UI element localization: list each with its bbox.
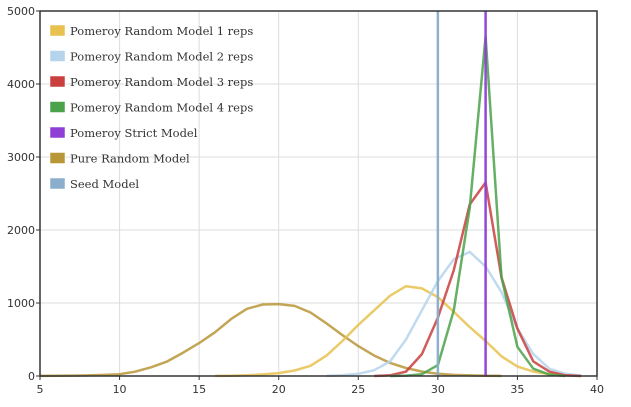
plot-border <box>39 10 598 377</box>
legend-swatch <box>49 177 66 190</box>
legend-label: Pomeroy Random Model 4 reps <box>70 101 253 115</box>
legend-label: Pomeroy Random Model 2 reps <box>70 50 253 64</box>
x-tick-label: 30 <box>431 383 445 396</box>
legend-swatch <box>49 101 66 113</box>
series-group <box>39 11 582 378</box>
legend-item: Pomeroy Random Model 4 reps <box>49 101 253 115</box>
legend-swatch <box>49 50 66 62</box>
y-tick-label: 5000 <box>7 5 35 18</box>
x-tick-label: 20 <box>272 383 286 396</box>
axis-ticks: 5 10 15 20 25 30 35 40 0 1000 2000 3000 4000 5000 <box>7 5 604 396</box>
legend-label: Pomeroy Random Model 1 reps <box>70 24 253 38</box>
legend-item: Pomeroy Random Model 1 reps <box>49 24 253 38</box>
x-tick-label: 10 <box>113 383 127 396</box>
legend-item: Pomeroy Random Model 3 reps <box>49 75 253 89</box>
series-2-line <box>326 250 582 378</box>
x-tick-label: 40 <box>590 383 604 396</box>
legend-swatch <box>49 75 66 88</box>
legend-label: Pure Random Model <box>70 152 190 166</box>
legend-label: Pomeroy Random Model 3 reps <box>70 75 253 89</box>
legend-swatch <box>49 24 66 37</box>
y-tick-label: 1000 <box>7 297 35 310</box>
legend: Pomeroy Random Model 1 reps Pomeroy Rando… <box>49 24 253 191</box>
y-tick-label: 4000 <box>7 78 35 91</box>
x-tick-label: 35 <box>510 383 524 396</box>
plot-background <box>40 11 597 376</box>
y-tick-label: 3000 <box>7 151 35 164</box>
legend-label: Pomeroy Strict Model <box>70 126 198 140</box>
x-tick-label: 5 <box>37 383 44 396</box>
legend-swatch <box>49 126 66 139</box>
legend-item: Seed Model <box>49 177 139 191</box>
legend-swatch <box>49 152 66 164</box>
legend-label: Seed Model <box>70 177 139 191</box>
series-1-line <box>215 284 582 378</box>
x-tick-label: 25 <box>351 383 365 396</box>
series-4-line <box>390 35 566 378</box>
legend-item: Pomeroy Random Model 2 reps <box>49 50 253 64</box>
legend-item: Pure Random Model <box>49 152 190 166</box>
x-tick-label: 15 <box>192 383 206 396</box>
y-tick-label: 0 <box>28 370 35 383</box>
y-tick-label: 2000 <box>7 224 35 237</box>
series-3-line <box>374 181 582 378</box>
legend-item: Pomeroy Strict Model <box>49 126 198 140</box>
